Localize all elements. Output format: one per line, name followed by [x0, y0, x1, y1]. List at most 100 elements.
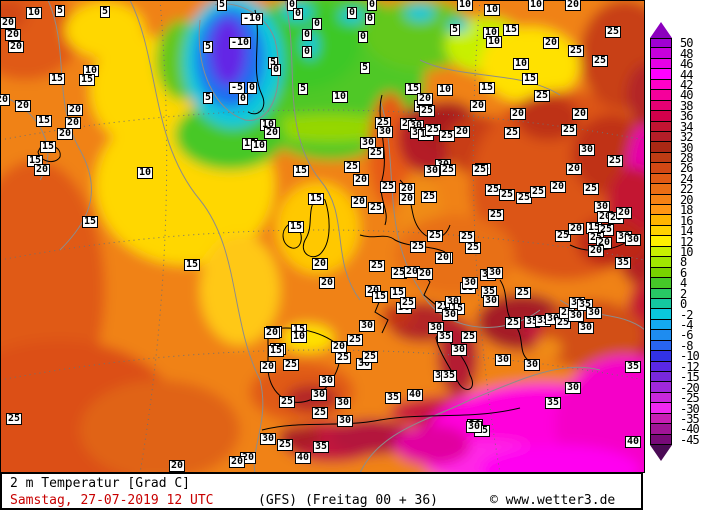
temp-contour-label: 15: [48, 73, 66, 85]
scale-value: 38: [680, 98, 693, 113]
temp-contour-label: 0: [286, 0, 298, 11]
scale-value: 50: [680, 36, 693, 51]
scale-entry: 44: [650, 67, 704, 82]
temp-contour-label: 20: [398, 193, 416, 205]
scale-value: 26: [680, 161, 693, 176]
temp-contour-label: 30: [567, 310, 585, 322]
scale-swatch: [650, 392, 672, 404]
temp-contour-label: 30: [482, 295, 500, 307]
temp-contour-label: 10: [290, 331, 308, 343]
scale-swatch: [650, 257, 672, 268]
temp-contour-label: 35: [436, 331, 454, 343]
temp-contour-label: 30: [577, 322, 595, 334]
temp-contour-label: 25: [276, 439, 294, 451]
temp-contour-label: 10: [483, 4, 501, 16]
scale-entry: 18: [650, 203, 704, 218]
scale-swatch: [650, 205, 672, 216]
temp-contour-label: 25: [5, 413, 23, 425]
scale-value: 40: [680, 88, 693, 103]
temp-contour-label: 15: [371, 291, 389, 303]
scale-entry: -6: [650, 328, 704, 343]
scale-entry: 48: [650, 48, 704, 60]
scale-value: -8: [680, 338, 693, 353]
scale-value: 6: [680, 265, 687, 280]
temp-contour-label: 20: [318, 277, 336, 289]
scale-value: 28: [680, 151, 693, 166]
scale-value: -6: [680, 328, 693, 343]
temp-contour-label: 15: [307, 193, 325, 205]
temp-contour-label: 40: [406, 389, 424, 401]
scale-swatch: [650, 79, 672, 91]
temp-contour-label: 10: [331, 91, 349, 103]
temp-contour-label: 20: [14, 100, 32, 112]
scale-value: -30: [680, 401, 700, 416]
scale-entry: 16: [650, 213, 704, 228]
temp-contour-label: 5: [449, 24, 461, 36]
scale-value: 30: [680, 140, 693, 155]
scale-swatch: [650, 163, 672, 174]
temp-contour-label: 25: [346, 334, 364, 346]
scale-entry: 12: [650, 236, 704, 248]
scale-swatch: [650, 267, 672, 279]
temp-contour-label: 10: [456, 0, 474, 11]
scale-value: -20: [680, 380, 700, 395]
temp-contour-label: 30: [578, 144, 596, 156]
temp-contour-label: 25: [438, 130, 456, 142]
temp-contour-label: 0: [301, 46, 313, 58]
temp-contour-label: 25: [334, 352, 352, 364]
temp-contour-label: 15: [404, 83, 422, 95]
scale-value: 44: [680, 67, 693, 82]
scale-value: 4: [680, 276, 687, 291]
scale-entry: 32: [650, 130, 704, 145]
temp-contour-label: 10: [25, 7, 43, 19]
temp-contour-label: 25: [498, 189, 516, 201]
scale-swatch: [650, 288, 672, 299]
temp-contour-label: 25: [399, 297, 417, 309]
scale-entry: -30: [650, 401, 704, 416]
temp-contour-label: 10: [512, 58, 530, 70]
scale-value: -15: [680, 370, 700, 385]
scale-value: -12: [680, 359, 700, 374]
temp-contour-label: 25: [604, 26, 622, 38]
scale-entry: -2: [650, 309, 704, 321]
temp-contour-label: 25: [420, 191, 438, 203]
scale-swatch: [650, 121, 672, 132]
scale-value: 42: [680, 77, 693, 92]
scale-entry: -40: [650, 423, 704, 435]
scale-entry: 38: [650, 98, 704, 113]
scale-entry: 50: [650, 36, 704, 51]
scale-entry: 6: [650, 265, 704, 280]
temp-contour-label: 30: [441, 309, 459, 321]
scale-value: 32: [680, 130, 693, 145]
scale-value: 46: [680, 57, 693, 72]
temp-contour-label: 25: [426, 230, 444, 242]
scale-entry: 26: [650, 161, 704, 176]
temp-contour-label: 20: [0, 17, 17, 29]
temp-contour-label: 20: [567, 223, 585, 235]
temp-contour-label: 25: [484, 184, 502, 196]
scale-swatch: [650, 278, 672, 289]
scale-value: 22: [680, 182, 693, 197]
scale-swatch: [650, 434, 672, 446]
scale-value: 2: [680, 286, 687, 301]
temp-contour-label: 20: [228, 456, 246, 468]
temp-contour-label: 30: [310, 389, 328, 401]
scale-value: 18: [680, 203, 693, 218]
temp-contour-label: 25: [503, 127, 521, 139]
temp-contour-label: 25: [567, 45, 585, 57]
scale-swatch: [650, 184, 672, 195]
scale-value: 24: [680, 171, 693, 186]
scale-value: 16: [680, 213, 693, 228]
temp-contour-label: -10: [228, 37, 252, 49]
temp-contour-label: 25: [379, 181, 397, 193]
temp-contour-label: 0: [364, 13, 376, 25]
temp-contour-label: 25: [361, 351, 379, 363]
scale-swatch: [650, 48, 672, 59]
temp-contour-label: 25: [464, 242, 482, 254]
scale-swatch: [650, 236, 672, 247]
scale-swatch: [650, 152, 672, 164]
copyright-text: © www.wetter3.de: [490, 493, 616, 508]
scale-entry: -8: [650, 338, 704, 353]
scale-rows: 50 48 46 44 42 40 38 36 34 32 30 28 26 24 22 20 18 16 14 12…: [650, 36, 704, 446]
scale-entry: 4: [650, 276, 704, 291]
